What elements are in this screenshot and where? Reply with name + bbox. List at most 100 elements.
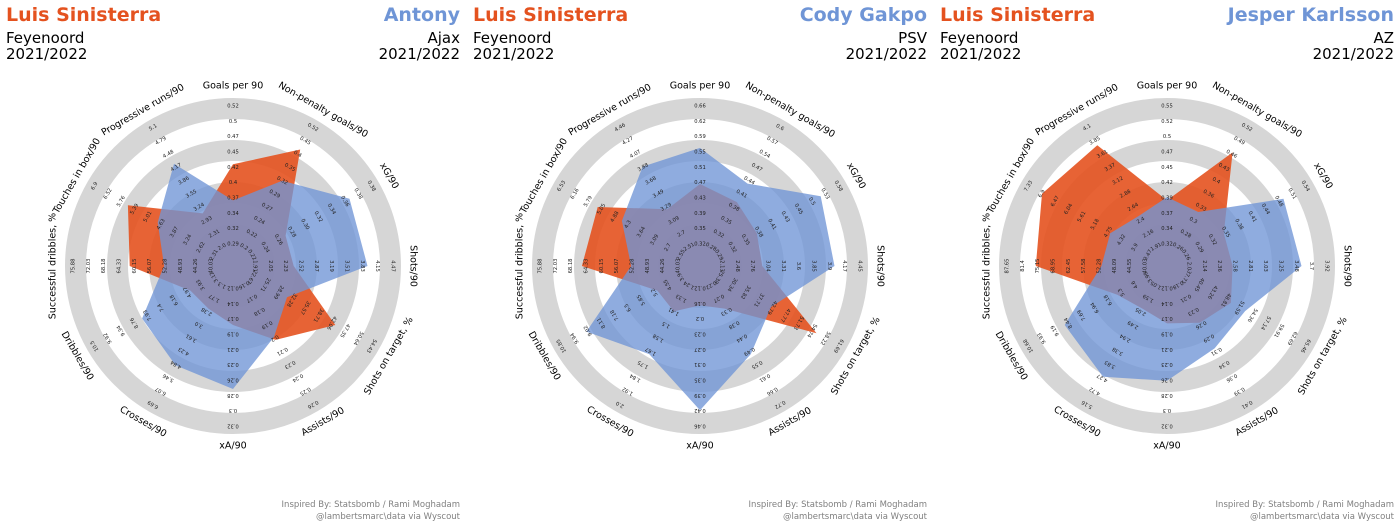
tick-label: 6.47 <box>1050 195 1061 208</box>
tick-label: 0.32 <box>1161 423 1173 429</box>
tick-label: 3.55 <box>185 189 198 200</box>
tick-label: 2.94 <box>1118 332 1132 343</box>
tick-label: 1.05 <box>1150 279 1163 290</box>
metric-label: Shots/90 <box>1342 245 1353 287</box>
tick-label: 44.26 <box>193 259 199 274</box>
tick-label: 1.59 <box>1142 292 1155 303</box>
tick-label: 0.38 <box>727 202 740 213</box>
tick-label: 9.19 <box>1050 324 1061 337</box>
tick-label: 1.58 <box>652 332 665 343</box>
tick-label: 5.46 <box>162 372 175 383</box>
tick-label: 0.14 <box>1161 300 1173 306</box>
tick-label: 3.47 <box>1143 249 1154 262</box>
tick-label: 5.1 <box>148 123 158 132</box>
tick-label: 3.9 <box>826 262 832 270</box>
tick-label: 0.35 <box>694 377 706 383</box>
tick-label: 9.94 <box>569 331 580 345</box>
tick-label: 3.25 <box>1278 260 1284 272</box>
tick-label: 1.67 <box>644 345 657 356</box>
tick-label: 5.16 <box>1081 399 1094 410</box>
tick-label: 0.38 <box>366 180 377 193</box>
tick-label: 75.88 <box>71 259 77 274</box>
metric-label: Shots/90 <box>875 245 886 287</box>
tick-label: 0.32 <box>712 229 725 240</box>
radar-series-2 <box>1064 197 1302 381</box>
radar-series-2 <box>142 163 368 389</box>
tick-label: 40.03 <box>1143 259 1149 274</box>
tick-label: 0.23 <box>227 361 239 367</box>
player1-team: Feyenoord <box>6 29 85 47</box>
tick-label: 3.48 <box>1293 260 1299 272</box>
tick-label: 0.24 <box>290 372 304 383</box>
radar-chart: 0.320.350.390.430.470.510.550.590.620.66… <box>515 80 886 452</box>
player1-info: Feyenoord 2021/2022 <box>6 30 87 62</box>
tick-label: 0.53 <box>819 187 830 200</box>
tick-label: 0.4 <box>229 180 238 186</box>
tick-label: 4.23 <box>177 345 190 356</box>
metric-label: xA/90 <box>1153 441 1180 452</box>
tick-label: 0.42 <box>1161 180 1173 186</box>
tick-label: 0.47 <box>694 180 706 186</box>
tick-label: 0.46 <box>694 423 706 429</box>
metric-label: Shots/90 <box>408 245 419 287</box>
credit-note: Inspired By: Statsbomb / Rami Moghadam @… <box>1216 499 1394 523</box>
tick-label: 0.36 <box>1225 372 1238 383</box>
tick-label: 2.0 <box>1186 262 1192 270</box>
tick-label: 2.64 <box>1127 202 1141 213</box>
tick-label: 68.18 <box>568 259 574 274</box>
tick-label: 0.26 <box>306 399 319 410</box>
radar-chart: 0.32 0.34 0.37 0.39 0.42 0.45 0.47 0.5 0.52 0.55 0… <box>982 80 1353 452</box>
credit-line-1: Inspired By: Statsbomb / Rami Moghadam <box>281 500 460 510</box>
metric-label: Successful dribbles, % <box>982 213 993 319</box>
tick-label: 0.41 <box>766 218 777 231</box>
tick-label: 81.4 <box>1020 260 1026 272</box>
tick-label: 0.12 <box>694 285 706 291</box>
tick-label: 0.55 <box>694 150 706 156</box>
tick-label: 0.27 <box>694 346 706 352</box>
tick-label: 3.9 <box>1130 242 1139 252</box>
tick-label: 4.84 <box>169 358 183 369</box>
tick-label: 0.39 <box>1233 385 1246 396</box>
tick-label: 9.92 <box>103 332 114 345</box>
tick-label: 0.18 <box>253 306 266 317</box>
tick-label: 4.17 <box>841 260 847 272</box>
tick-label: 40.03 <box>676 259 682 274</box>
tick-label: 60.15 <box>599 259 605 274</box>
tick-label: 0.39 <box>1161 196 1173 202</box>
tick-label: 0.23 <box>694 331 706 337</box>
tick-label: 0.46 <box>1225 149 1238 160</box>
tick-label: 2.52 <box>298 260 304 272</box>
tick-label: 4.75 <box>1103 226 1114 239</box>
tick-label: 3.88 <box>637 162 650 173</box>
tick-label: 5.05 <box>596 203 607 216</box>
tick-label: 1.91 <box>252 260 258 272</box>
tick-label: 0.22 <box>246 249 257 262</box>
tick-label: 0.4 <box>292 150 303 160</box>
tick-label: 60.15 <box>132 259 138 274</box>
tick-label: 3.29 <box>660 202 673 213</box>
tick-label: 0.51 <box>1286 187 1297 200</box>
tick-label: 3.09 <box>649 233 660 246</box>
tick-label: 9.93 <box>1037 332 1048 345</box>
tick-label: 4.88 <box>610 210 621 223</box>
player2-season: 2021/2022 <box>845 45 927 63</box>
tick-label: 2.49 <box>1127 319 1140 330</box>
tick-label: 2.05 <box>267 260 273 272</box>
tick-label: 0.22 <box>704 279 717 290</box>
tick-label: 5.61 <box>1077 210 1088 223</box>
tick-label: 5.18 <box>1090 218 1101 231</box>
tick-label: 0.26 <box>1171 242 1184 253</box>
tick-label: 4.45 <box>857 260 863 272</box>
tick-label: 48.93 <box>645 259 651 274</box>
tick-label: 0.44 <box>743 176 757 187</box>
tick-label: 2.76 <box>749 260 755 272</box>
tick-label: 0.34 <box>326 203 337 217</box>
tick-label: 0.32 <box>276 176 289 187</box>
tick-label: 3.24 <box>193 202 207 213</box>
tick-label: 0.35 <box>720 215 733 226</box>
tick-label: 1.33 <box>675 292 688 303</box>
player2-season: 2021/2022 <box>1312 45 1394 63</box>
tick-label: 40.03 <box>209 259 215 274</box>
tick-label: 0.35 <box>740 233 751 246</box>
tick-label: 0.49 <box>743 345 756 356</box>
